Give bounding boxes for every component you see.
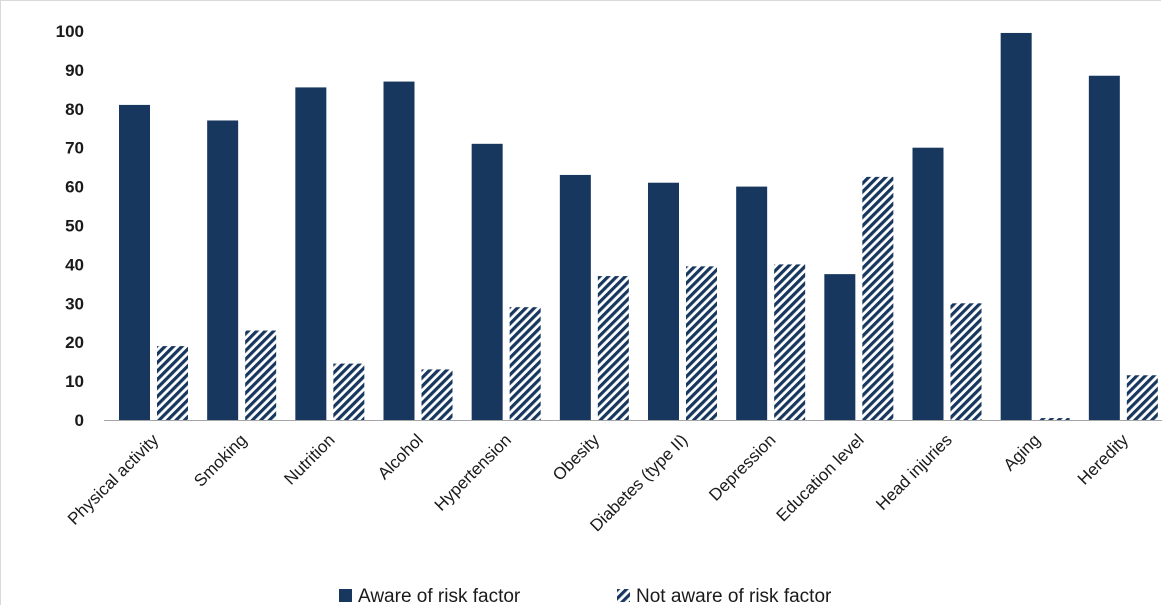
y-tick-label: 0 — [75, 411, 84, 430]
bar-not-aware — [421, 369, 453, 420]
y-tick-label: 80 — [65, 100, 84, 119]
bar-aware — [912, 147, 944, 420]
bar-aware — [736, 186, 768, 420]
bar-not-aware — [509, 307, 541, 420]
bar-aware — [824, 274, 856, 420]
x-tick-label: Obesity — [549, 430, 604, 485]
x-tick-label: Hypertension — [431, 430, 515, 514]
bar-not-aware — [686, 266, 717, 420]
bar-aware — [471, 143, 503, 420]
legend-swatch-not-aware — [617, 589, 630, 602]
bar-not-aware — [597, 276, 629, 420]
x-tick-label: Smoking — [190, 430, 250, 490]
bar-not-aware — [950, 303, 982, 420]
bar-aware — [207, 120, 239, 420]
x-tick-label: Diabetes (type II) — [586, 430, 691, 535]
bar-aware — [648, 182, 679, 420]
legend: Aware of risk factor Not aware of risk f… — [339, 586, 832, 606]
x-axis: Physical activity Smoking Nutrition Alcohol… — [64, 420, 1162, 535]
legend-swatch-aware — [339, 589, 352, 602]
bar-not-aware — [1038, 418, 1070, 420]
bar-aware — [295, 87, 327, 420]
x-tick-label: Alcohol — [374, 430, 427, 483]
x-tick-label: Nutrition — [280, 430, 338, 488]
bar-not-aware — [774, 264, 806, 420]
y-tick-label: 30 — [65, 294, 84, 313]
bar-not-aware — [157, 346, 188, 420]
y-tick-label: 60 — [65, 178, 84, 197]
y-tick-label: 10 — [65, 372, 84, 391]
bar-aware — [1088, 75, 1120, 421]
x-tick-label: Heredity — [1074, 430, 1133, 489]
y-tick-label: 90 — [65, 61, 84, 80]
y-tick-label: 100 — [56, 22, 84, 41]
y-tick-label: 50 — [65, 217, 84, 236]
legend-label-aware: Aware of risk factor — [358, 586, 521, 606]
x-tick-label: Head injuries — [872, 430, 956, 514]
bar-aware — [1000, 32, 1032, 420]
bar-not-aware — [862, 176, 894, 420]
legend-label-not-aware: Not aware of risk factor — [636, 586, 832, 606]
bar-not-aware — [333, 363, 365, 420]
bar-not-aware — [1126, 375, 1158, 420]
bar-aware — [383, 81, 415, 420]
y-axis: 0 10 20 30 40 50 60 70 80 90 100 — [56, 22, 84, 430]
y-tick-label: 70 — [65, 139, 84, 158]
bar-not-aware — [245, 330, 277, 420]
y-tick-label: 40 — [65, 255, 84, 274]
x-tick-label: Education level — [773, 430, 868, 525]
x-tick-label: Aging — [1000, 430, 1044, 474]
x-tick-label: Depression — [705, 430, 779, 504]
bar-aware — [559, 174, 591, 420]
bars — [119, 32, 1158, 421]
y-tick-label: 20 — [65, 333, 84, 352]
x-tick-label: Physical activity — [64, 430, 163, 529]
bar-aware — [119, 104, 150, 420]
